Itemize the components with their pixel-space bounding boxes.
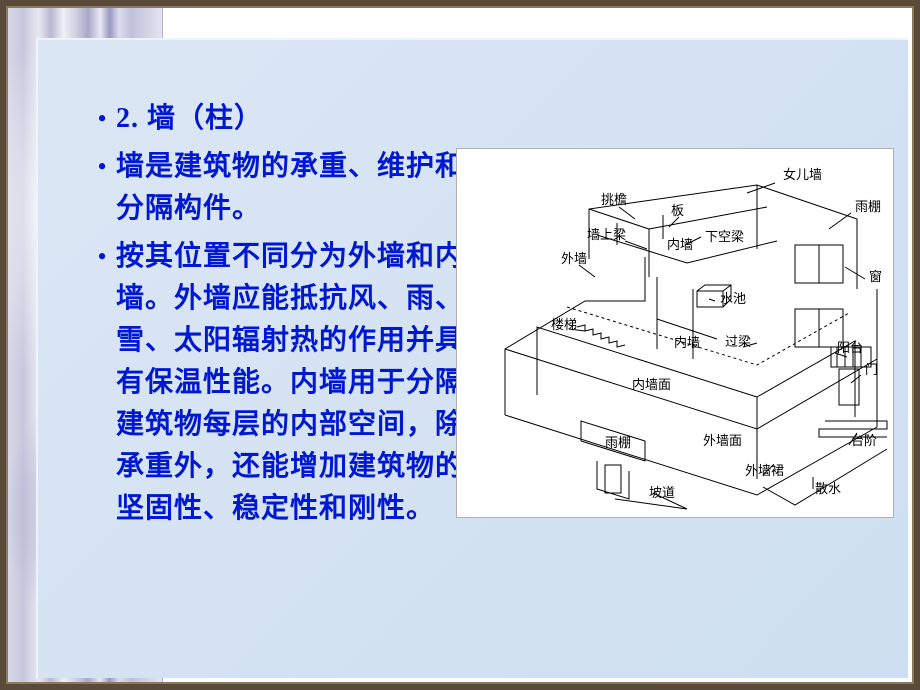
diagram-label-shuichi: 水池	[720, 291, 746, 306]
bullet-text: 墙是建筑物的承重、维护和分隔构件。	[116, 146, 478, 230]
bullet-text: 2. 墙（柱）	[116, 98, 263, 140]
bullet-item: • 按其位置不同分为外墙和内墙。外墙应能抵抗风、雨、雪、太阳辐射热的作用并具有保…	[88, 236, 478, 530]
diagram-label-neiqiang1: 内墙	[667, 237, 693, 252]
slide-outer: • 2. 墙（柱） • 墙是建筑物的承重、维护和分隔构件。 • 按其位置不同分为…	[6, 6, 914, 684]
diagram-label-nuerqiang: 女儿墙	[783, 167, 822, 182]
diagram-label-ban: 板	[671, 203, 684, 218]
diagram-label-tiaoyan: 挑檐	[601, 192, 627, 207]
bullet-marker: •	[88, 146, 116, 230]
bullet-item: • 墙是建筑物的承重、维护和分隔构件。	[88, 146, 478, 230]
bullet-list: • 2. 墙（柱） • 墙是建筑物的承重、维护和分隔构件。 • 按其位置不同分为…	[88, 98, 478, 536]
diagram-label-yupeng1: 雨棚	[855, 199, 881, 214]
building-diagram: 女儿墙挑檐板雨棚墙上梁下空梁内墙外墙窗水池楼梯内墙过梁阳台门内墙面雨棚外墙面台阶…	[456, 148, 894, 518]
diagram-label-podao: 坡道	[649, 485, 675, 500]
diagram-label-chuang: 窗	[869, 269, 882, 284]
bullet-marker: •	[88, 236, 116, 530]
bullet-item: • 2. 墙（柱）	[88, 98, 478, 140]
diagram-label-neiqiangmian: 内墙面	[632, 377, 671, 392]
diagram-label-men: 门	[865, 362, 878, 377]
diagram-label-neiqiang2: 内墙	[674, 335, 700, 350]
bullet-marker: •	[88, 98, 116, 140]
diagram-label-xiakongliang: 下空梁	[705, 229, 744, 244]
diagram-label-yupeng2: 雨棚	[605, 435, 631, 450]
slide-surface: • 2. 墙（柱） • 墙是建筑物的承重、维护和分隔构件。 • 按其位置不同分为…	[36, 38, 908, 678]
diagram-label-waiqiangmian: 外墙面	[703, 433, 742, 448]
bullet-text: 按其位置不同分为外墙和内墙。外墙应能抵抗风、雨、雪、太阳辐射热的作用并具有保温性…	[116, 236, 478, 530]
diagram-label-sanshui: 散水	[815, 481, 841, 496]
diagram-label-taijie: 台阶	[851, 433, 877, 448]
diagram-label-guoliang: 过梁	[725, 334, 751, 349]
diagram-label-yangtai: 阳台	[837, 340, 863, 355]
diagram-label-waiqiang: 外墙	[561, 251, 587, 266]
diagram-label-waiqiangqun: 外墙裙	[745, 463, 784, 478]
diagram-svg: 女儿墙挑檐板雨棚墙上梁下空梁内墙外墙窗水池楼梯内墙过梁阳台门内墙面雨棚外墙面台阶…	[457, 149, 895, 519]
diagram-label-qiangshangliang: 墙上梁	[587, 227, 626, 242]
diagram-label-louti: 楼梯	[551, 317, 577, 332]
